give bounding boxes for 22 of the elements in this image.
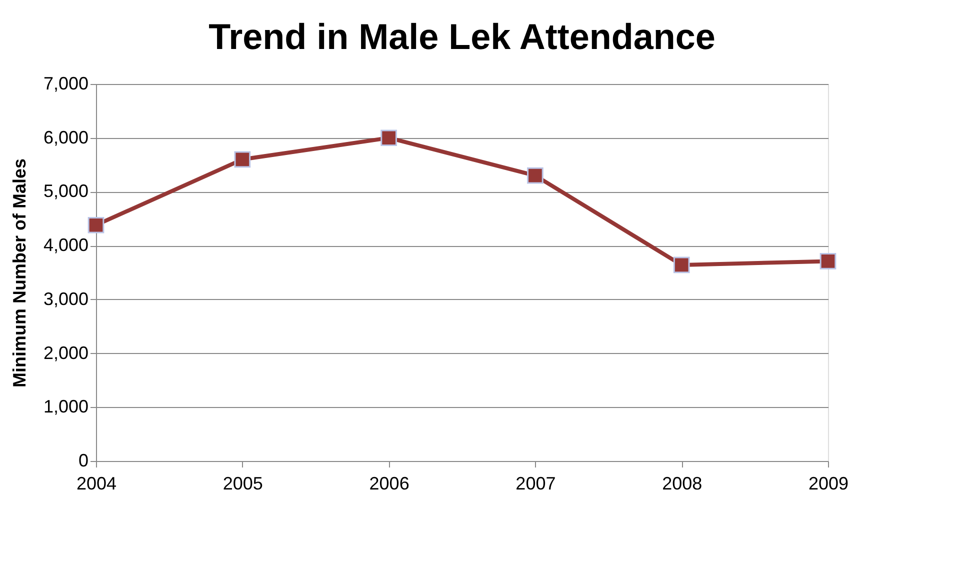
y-tick-label: 2,000 <box>43 342 88 363</box>
point <box>380 130 397 146</box>
y-tick-label: 0 <box>78 450 88 470</box>
y-tick-label: 4,000 <box>43 235 88 256</box>
point <box>527 167 544 184</box>
chart-title: Trend in Male Lek Attendance <box>208 16 716 57</box>
x-tick-label: 2005 <box>222 474 263 494</box>
y-tick-label: 6,000 <box>43 127 88 148</box>
y-axis-title: Minimum Number of Males <box>9 158 30 388</box>
point <box>88 216 104 234</box>
x-tick-label: 2006 <box>369 474 410 494</box>
y-tick-label: 5,000 <box>43 181 88 202</box>
y-tick-label: 3,000 <box>43 288 88 309</box>
point <box>234 151 251 168</box>
point <box>820 253 836 270</box>
y-tick-label: 1,000 <box>43 396 88 417</box>
x-tick-label: 2009 <box>808 474 849 494</box>
x-tick-label: 2004 <box>76 474 117 494</box>
point <box>673 256 690 274</box>
y-tick-label: 7,000 <box>43 74 88 94</box>
x-tick-label: 2007 <box>516 474 556 494</box>
x-tick-label: 2008 <box>662 474 702 494</box>
